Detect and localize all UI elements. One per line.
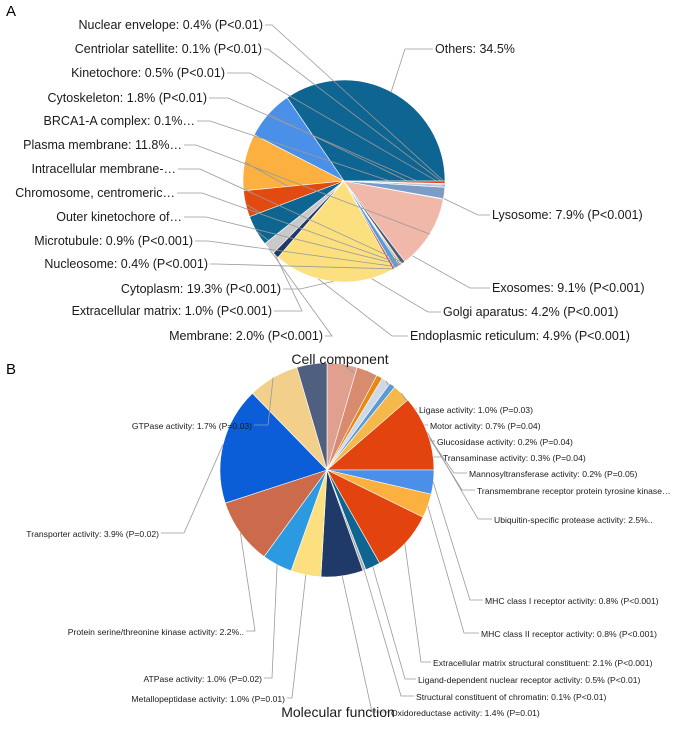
- leader-line-gtpase-activity-1-7-p-0-03-17: [254, 377, 274, 426]
- slice-label-ligand-dependent-nuclear-receptor-activi-10: Ligand-dependent nuclear receptor activi…: [418, 675, 641, 685]
- chart-title-molecular-function: Molecular function: [281, 704, 395, 720]
- leader-line-kinetochore-0-5-p-0-01-16: [227, 72, 446, 187]
- leader-line-chromosome-centromeric-11: [177, 192, 402, 265]
- slice-label-chromosome-centromeric-11: Chromosome, centromeric…: [15, 186, 175, 200]
- slice-label-motor-activity-0-7-p-0-04-1: Motor activity: 0.7% (P=0.04): [430, 421, 541, 431]
- slice-label-transaminase-activity-0-3-p-0-04-3: Transaminase activity: 0.3% (P=0.04): [443, 453, 586, 463]
- slice-label-microtubule-0-9-p-0-001-9: Microtubule: 0.9% (P<0.001): [34, 234, 193, 248]
- leader-line-membrane-2-0-p-0-001-5: [268, 248, 333, 337]
- leader-line-cytoskeleton-1-8-p-0-01-15: [209, 97, 445, 194]
- leader-line-mhc-class-ii-receptor-activity-0-8-p-0-0-8: [427, 505, 479, 634]
- pie-slice-ubiquitin-specific-protease-activity-2-5-6: [326, 399, 435, 471]
- pie-slice-unlabeled-18: [296, 362, 328, 471]
- leader-line-metallopeptidase-activity-1-0-p-0-01-13: [287, 574, 307, 699]
- leader-line-transporter-activity-3-9-p-0-02-16: [161, 444, 224, 534]
- slice-label-endoplasmic-reticulum-4-9-p-0-001-4: Endoplasmic reticulum: 4.9% (P<0.001): [410, 329, 630, 343]
- leader-line-extracellular-matrix-structural-constitu-9: [404, 543, 431, 663]
- chart-title-cell-component: Cell component: [291, 351, 388, 367]
- slice-label-cytoplasm-19-3-p-0-001-7: Cytoplasm: 19.3% (P<0.001): [121, 282, 281, 296]
- leader-line-nuclear-envelope-0-4-p-0-01-18: [265, 24, 446, 183]
- leader-line-others-34-5-0: [390, 48, 433, 92]
- leader-line-brca1-a-complex-0-1-14: [197, 120, 444, 200]
- slice-label-ligase-activity-1-0-p-0-03-0: Ligase activity: 1.0% (P=0.03): [419, 405, 533, 415]
- leader-line-microtubule-0-9-p-0-001-9: [195, 240, 398, 268]
- slice-label-kinetochore-0-5-p-0-01-16: Kinetochore: 0.5% (P<0.01): [71, 66, 225, 80]
- slice-label-others-34-5-0: Others: 34.5%: [435, 42, 515, 56]
- slice-label-transmembrane-receptor-protein-tyrosine--5: Transmembrane receptor protein tyrosine …: [477, 486, 671, 496]
- slice-label-nuclear-envelope-0-4-p-0-01-18: Nuclear envelope: 0.4% (P<0.01): [79, 18, 264, 32]
- leader-line-intracellular-membrane-12: [178, 168, 404, 264]
- slice-label-brca1-a-complex-0-1-14: BRCA1-A complex: 0.1%…: [44, 114, 195, 128]
- slice-label-centriolar-satellite-0-1-p-0-01-17: Centriolar satellite: 0.1% (P<0.01): [75, 42, 262, 56]
- slice-label-nucleosome-0-4-p-0-001-8: Nucleosome: 0.4% (P<0.001): [44, 257, 208, 271]
- leader-line-cytoplasm-19-3-p-0-001-7: [283, 281, 334, 290]
- slice-label-oxidoreductase-activity-1-4-p-0-01-12: Oxidoreductase activity: 1.4% (P=0.01): [391, 708, 540, 718]
- slice-label-cytoskeleton-1-8-p-0-01-15: Cytoskeleton: 1.8% (P<0.01): [48, 91, 207, 105]
- slice-label-protein-serine-threonine-kinase-activity-15: Protein serine/threonine kinase activity…: [68, 627, 244, 637]
- leader-line-atpase-activity-1-0-p-0-02-14: [264, 564, 278, 679]
- slice-label-structural-constituent-of-chromatin-0-1--11: Structural constituent of chromatin: 0.1…: [416, 692, 606, 702]
- leader-line-structural-constituent-of-chromatin-0-1--11: [364, 570, 414, 697]
- slice-label-extracellular-matrix-1-0-p-0-001-6: Extracellular matrix: 1.0% (P<0.001): [72, 304, 272, 318]
- leader-line-protein-serine-threonine-kinase-activity-15: [240, 532, 256, 632]
- pie-slice-others-34-5-0: [286, 79, 446, 182]
- leader-line-plasma-membrane-11-8-13: [184, 144, 431, 235]
- slice-label-transporter-activity-3-9-p-0-02-16: Transporter activity: 3.9% (P=0.02): [26, 529, 159, 539]
- slice-label-outer-kinetochore-of-10: Outer kinetochore of…: [56, 210, 182, 224]
- slice-label-golgi-aparatus-4-2-p-0-001-3: Golgi aparatus: 4.2% (P<0.001): [443, 305, 618, 319]
- leader-line-ligand-dependent-nuclear-receptor-activi-10: [372, 566, 416, 680]
- slice-label-ubiquitin-specific-protease-activity-2-5-6: Ubiquitin-specific protease activity: 2.…: [494, 515, 653, 525]
- pie-chart-cell-component: Others: 34.5% Lysosome: 7.9% (P<0.001) Exo…: [15, 18, 644, 343]
- slice-label-mhc-class-ii-receptor-activity-0-8-p-0-0-8: MHC class II receptor activity: 0.8% (P<…: [481, 629, 657, 639]
- leader-line-ubiquitin-specific-protease-activity-2-5-6: [426, 432, 492, 520]
- panel-letter-a: A: [6, 3, 16, 20]
- leader-line-lysosome-7-9-p-0-001-1: [268, 113, 490, 216]
- leader-line-nucleosome-0-4-p-0-001-8: [210, 263, 394, 270]
- leader-line-outer-kinetochore-of-10: [184, 216, 401, 266]
- slice-label-intracellular-membrane-12: Intracellular membrane-…: [32, 162, 177, 176]
- slice-label-extracellular-matrix-structural-constitu-9: Extracellular matrix structural constitu…: [433, 658, 653, 668]
- pie-chart-molecular-function: Ligase activity: 1.0% (P=0.03) Motor acti…: [26, 362, 671, 718]
- slice-label-mannosyltransferase-activity-0-2-p-0-05-4: Mannosyltransferase activity: 0.2% (P=0.…: [469, 469, 638, 479]
- slice-label-lysosome-7-9-p-0-001-1: Lysosome: 7.9% (P<0.001): [492, 208, 643, 222]
- slice-label-plasma-membrane-11-8-13: Plasma membrane: 11.8%…: [23, 138, 182, 152]
- slice-label-atpase-activity-1-0-p-0-02-14: ATPase activity: 1.0% (P=0.02): [143, 674, 262, 684]
- leader-line-oxidoreductase-activity-1-4-p-0-01-12: [341, 575, 389, 713]
- slice-label-exosomes-9-1-p-0-001-2: Exosomes: 9.1% (P<0.001): [492, 281, 645, 295]
- slice-label-mhc-class-i-receptor-activity-0-8-p-0-00-7: MHC class I receptor activity: 0.8% (P<0…: [485, 596, 659, 606]
- slice-label-metallopeptidase-activity-1-0-p-0-01-13: Metallopeptidase activity: 1.0% (P=0.01): [131, 694, 285, 704]
- slice-label-gtpase-activity-1-7-p-0-03-17: GTPase activity: 1.7% (P=0.03): [132, 421, 252, 431]
- slice-label-membrane-2-0-p-0-001-5: Membrane: 2.0% (P<0.001): [169, 329, 323, 343]
- slice-label-glucosidase-activity-0-2-p-0-04-2: Glucosidase activity: 0.2% (P=0.04): [437, 437, 573, 447]
- pie-slice-transporter-activity-3-9-p-0-02-16: [219, 392, 328, 504]
- leader-line-centriolar-satellite-0-1-p-0-01-17: [264, 48, 446, 185]
- leader-line-mhc-class-i-receptor-activity-0-8-p-0-00-7: [432, 482, 483, 601]
- leader-line-extracellular-matrix-1-0-p-0-001-6: [274, 255, 303, 312]
- panel-letter-b: B: [6, 361, 16, 378]
